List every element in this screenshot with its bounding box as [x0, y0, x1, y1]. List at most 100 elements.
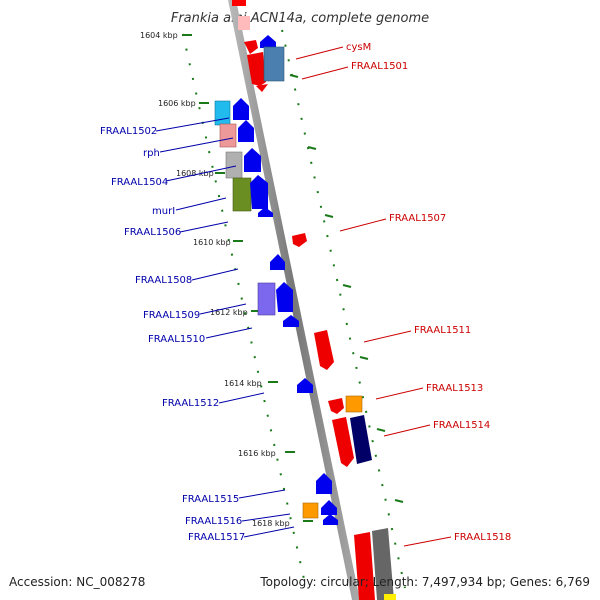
connector-line	[295, 46, 344, 60]
kbp-label: 1612 kbp	[210, 308, 248, 317]
gene-block-red-large[interactable]	[247, 52, 266, 86]
kbp-labels: 1604 kbp 1606 kbp 1608 kbp 1610 kbp 1612…	[140, 31, 290, 528]
gene-label-FRAAL1502[interactable]: FRAAL1502	[100, 126, 157, 137]
connector-line	[191, 268, 239, 281]
gene-label-FRAAL1517[interactable]: FRAAL1517	[188, 532, 245, 543]
gene-label-FRAAL1513[interactable]: FRAAL1513	[426, 383, 483, 394]
kbp-label: 1614 kbp	[224, 379, 262, 388]
connector-line	[241, 513, 291, 522]
kbp-label: 1604 kbp	[140, 31, 178, 40]
connector-line	[238, 489, 286, 499]
gene-block-FRAAL1501[interactable]	[263, 46, 285, 82]
kbp-tick-mark	[394, 499, 404, 503]
gene-block-bottom-yellow[interactable]	[384, 594, 396, 600]
kbp-tick-mark	[342, 284, 352, 288]
right-ruler-line	[281, 29, 406, 589]
gene-label-FRAAL1518[interactable]: FRAAL1518	[454, 532, 511, 543]
kbp-tick-mark	[359, 356, 369, 360]
gene-arrow-small[interactable]	[256, 84, 268, 92]
connector-line	[218, 392, 265, 404]
gene-label-FRAAL1510[interactable]: FRAAL1510	[148, 334, 205, 345]
connector-line	[243, 526, 295, 538]
gene-block-FRAAL1514a[interactable]	[332, 417, 354, 467]
minus-labels: FRAAL1502 rph FRAAL1504 murI FRAAL1506 F…	[100, 126, 245, 543]
map-title: Frankia alni ACN14a, complete genome	[171, 11, 429, 26]
gene-arrow-icon[interactable]	[276, 282, 293, 312]
kbp-label: 1616 kbp	[238, 449, 276, 458]
connector-line	[175, 197, 227, 211]
gene-arrow-icon[interactable]	[297, 378, 313, 393]
gene-arrow-icon[interactable]	[321, 500, 337, 515]
kbp-label: 1618 kbp	[252, 519, 290, 528]
label-connectors	[155, 46, 452, 547]
gene-block-FRAAL1502[interactable]	[214, 100, 231, 126]
gene-arrow-icon[interactable]	[238, 120, 254, 142]
gene-label-FRAAL1516[interactable]: FRAAL1516	[185, 516, 242, 527]
gene-arrow-icon[interactable]	[258, 207, 273, 217]
connector-line	[165, 165, 237, 182]
gene-arrow-icon[interactable]	[323, 514, 338, 525]
gene-label-FRAAL1512[interactable]: FRAAL1512	[162, 398, 219, 409]
gene-block-cysM[interactable]	[244, 40, 258, 54]
gene-block-top-pink[interactable]	[238, 16, 250, 30]
gene-block-FRAAL1513[interactable]	[345, 395, 363, 413]
gene-block-FRAAL1513a[interactable]	[328, 398, 344, 414]
kbp-label: 1608 kbp	[176, 169, 214, 178]
connector-line	[403, 536, 452, 547]
plus-labels: cysM FRAAL1501 FRAAL1507 FRAAL1511 FRAAL…	[346, 42, 511, 543]
gene-label-FRAAL1501[interactable]: FRAAL1501	[351, 61, 408, 72]
gene-arrow-icon[interactable]	[283, 315, 299, 327]
gene-arrow-icon[interactable]	[244, 148, 261, 172]
kbp-tick-mark	[376, 428, 386, 432]
gene-block-FRAAL1511[interactable]	[314, 330, 334, 370]
gene-block-FRAAL1516[interactable]	[302, 502, 319, 519]
kbp-label: 1610 kbp	[193, 238, 231, 247]
connector-line	[301, 66, 349, 80]
gene-label-FRAAL1511[interactable]: FRAAL1511	[414, 325, 471, 336]
gene-block-FRAAL1504[interactable]	[225, 151, 243, 179]
connector-line	[159, 137, 234, 153]
gene-label-FRAAL1507[interactable]: FRAAL1507	[389, 213, 446, 224]
connector-line	[205, 327, 253, 339]
genome-summary-text: Topology: circular; Length: 7,497,934 bp…	[259, 575, 590, 589]
connector-line	[383, 424, 431, 437]
gene-arrow-icon[interactable]	[233, 98, 249, 120]
gene-arrow-icon[interactable]	[316, 473, 332, 494]
gene-label-rph[interactable]: rph	[143, 148, 160, 159]
gene-label-cysM[interactable]: cysM	[346, 42, 371, 53]
gene-block-FRAAL1509[interactable]	[257, 282, 276, 316]
gene-block-FRAAL1518[interactable]	[372, 528, 394, 600]
gene-block-murI[interactable]	[232, 177, 252, 212]
minus-strand-genes	[214, 35, 338, 525]
gene-block-FRAAL1514[interactable]	[350, 415, 372, 464]
gene-block-FRAAL1518a[interactable]	[354, 532, 375, 600]
kbp-tick-mark	[289, 74, 299, 78]
plus-strand-genes	[232, 0, 396, 600]
connector-line	[155, 117, 230, 132]
gene-block-FRAAL1507[interactable]	[292, 233, 307, 247]
gene-label-FRAAL1508[interactable]: FRAAL1508	[135, 275, 192, 286]
gene-label-murI[interactable]: murI	[152, 206, 175, 217]
gene-arrow-icon[interactable]	[250, 175, 268, 209]
genome-backbone	[228, 0, 360, 600]
gene-arrow-icon[interactable]	[260, 35, 276, 48]
connector-line	[375, 387, 424, 400]
connector-line	[179, 221, 229, 233]
kbp-label: 1606 kbp	[158, 99, 196, 108]
gene-label-FRAAL1509[interactable]: FRAAL1509	[143, 310, 200, 321]
gene-arrow-icon[interactable]	[270, 254, 285, 270]
gene-label-FRAAL1514[interactable]: FRAAL1514	[433, 420, 490, 431]
connector-line	[339, 218, 387, 232]
gene-label-FRAAL1515[interactable]: FRAAL1515	[182, 494, 239, 505]
kbp-tick-marks	[182, 34, 404, 522]
connector-line	[363, 330, 412, 343]
gene-block-top-partial[interactable]	[232, 0, 246, 6]
gene-label-FRAAL1506[interactable]: FRAAL1506	[124, 227, 181, 238]
gene-label-FRAAL1504[interactable]: FRAAL1504	[111, 177, 168, 188]
gene-block-rph[interactable]	[219, 123, 237, 148]
kbp-tick-mark	[324, 214, 334, 218]
kbp-tick-mark	[307, 146, 317, 150]
connector-line	[199, 303, 247, 315]
accession-text: Accession: NC_008278	[9, 575, 145, 589]
